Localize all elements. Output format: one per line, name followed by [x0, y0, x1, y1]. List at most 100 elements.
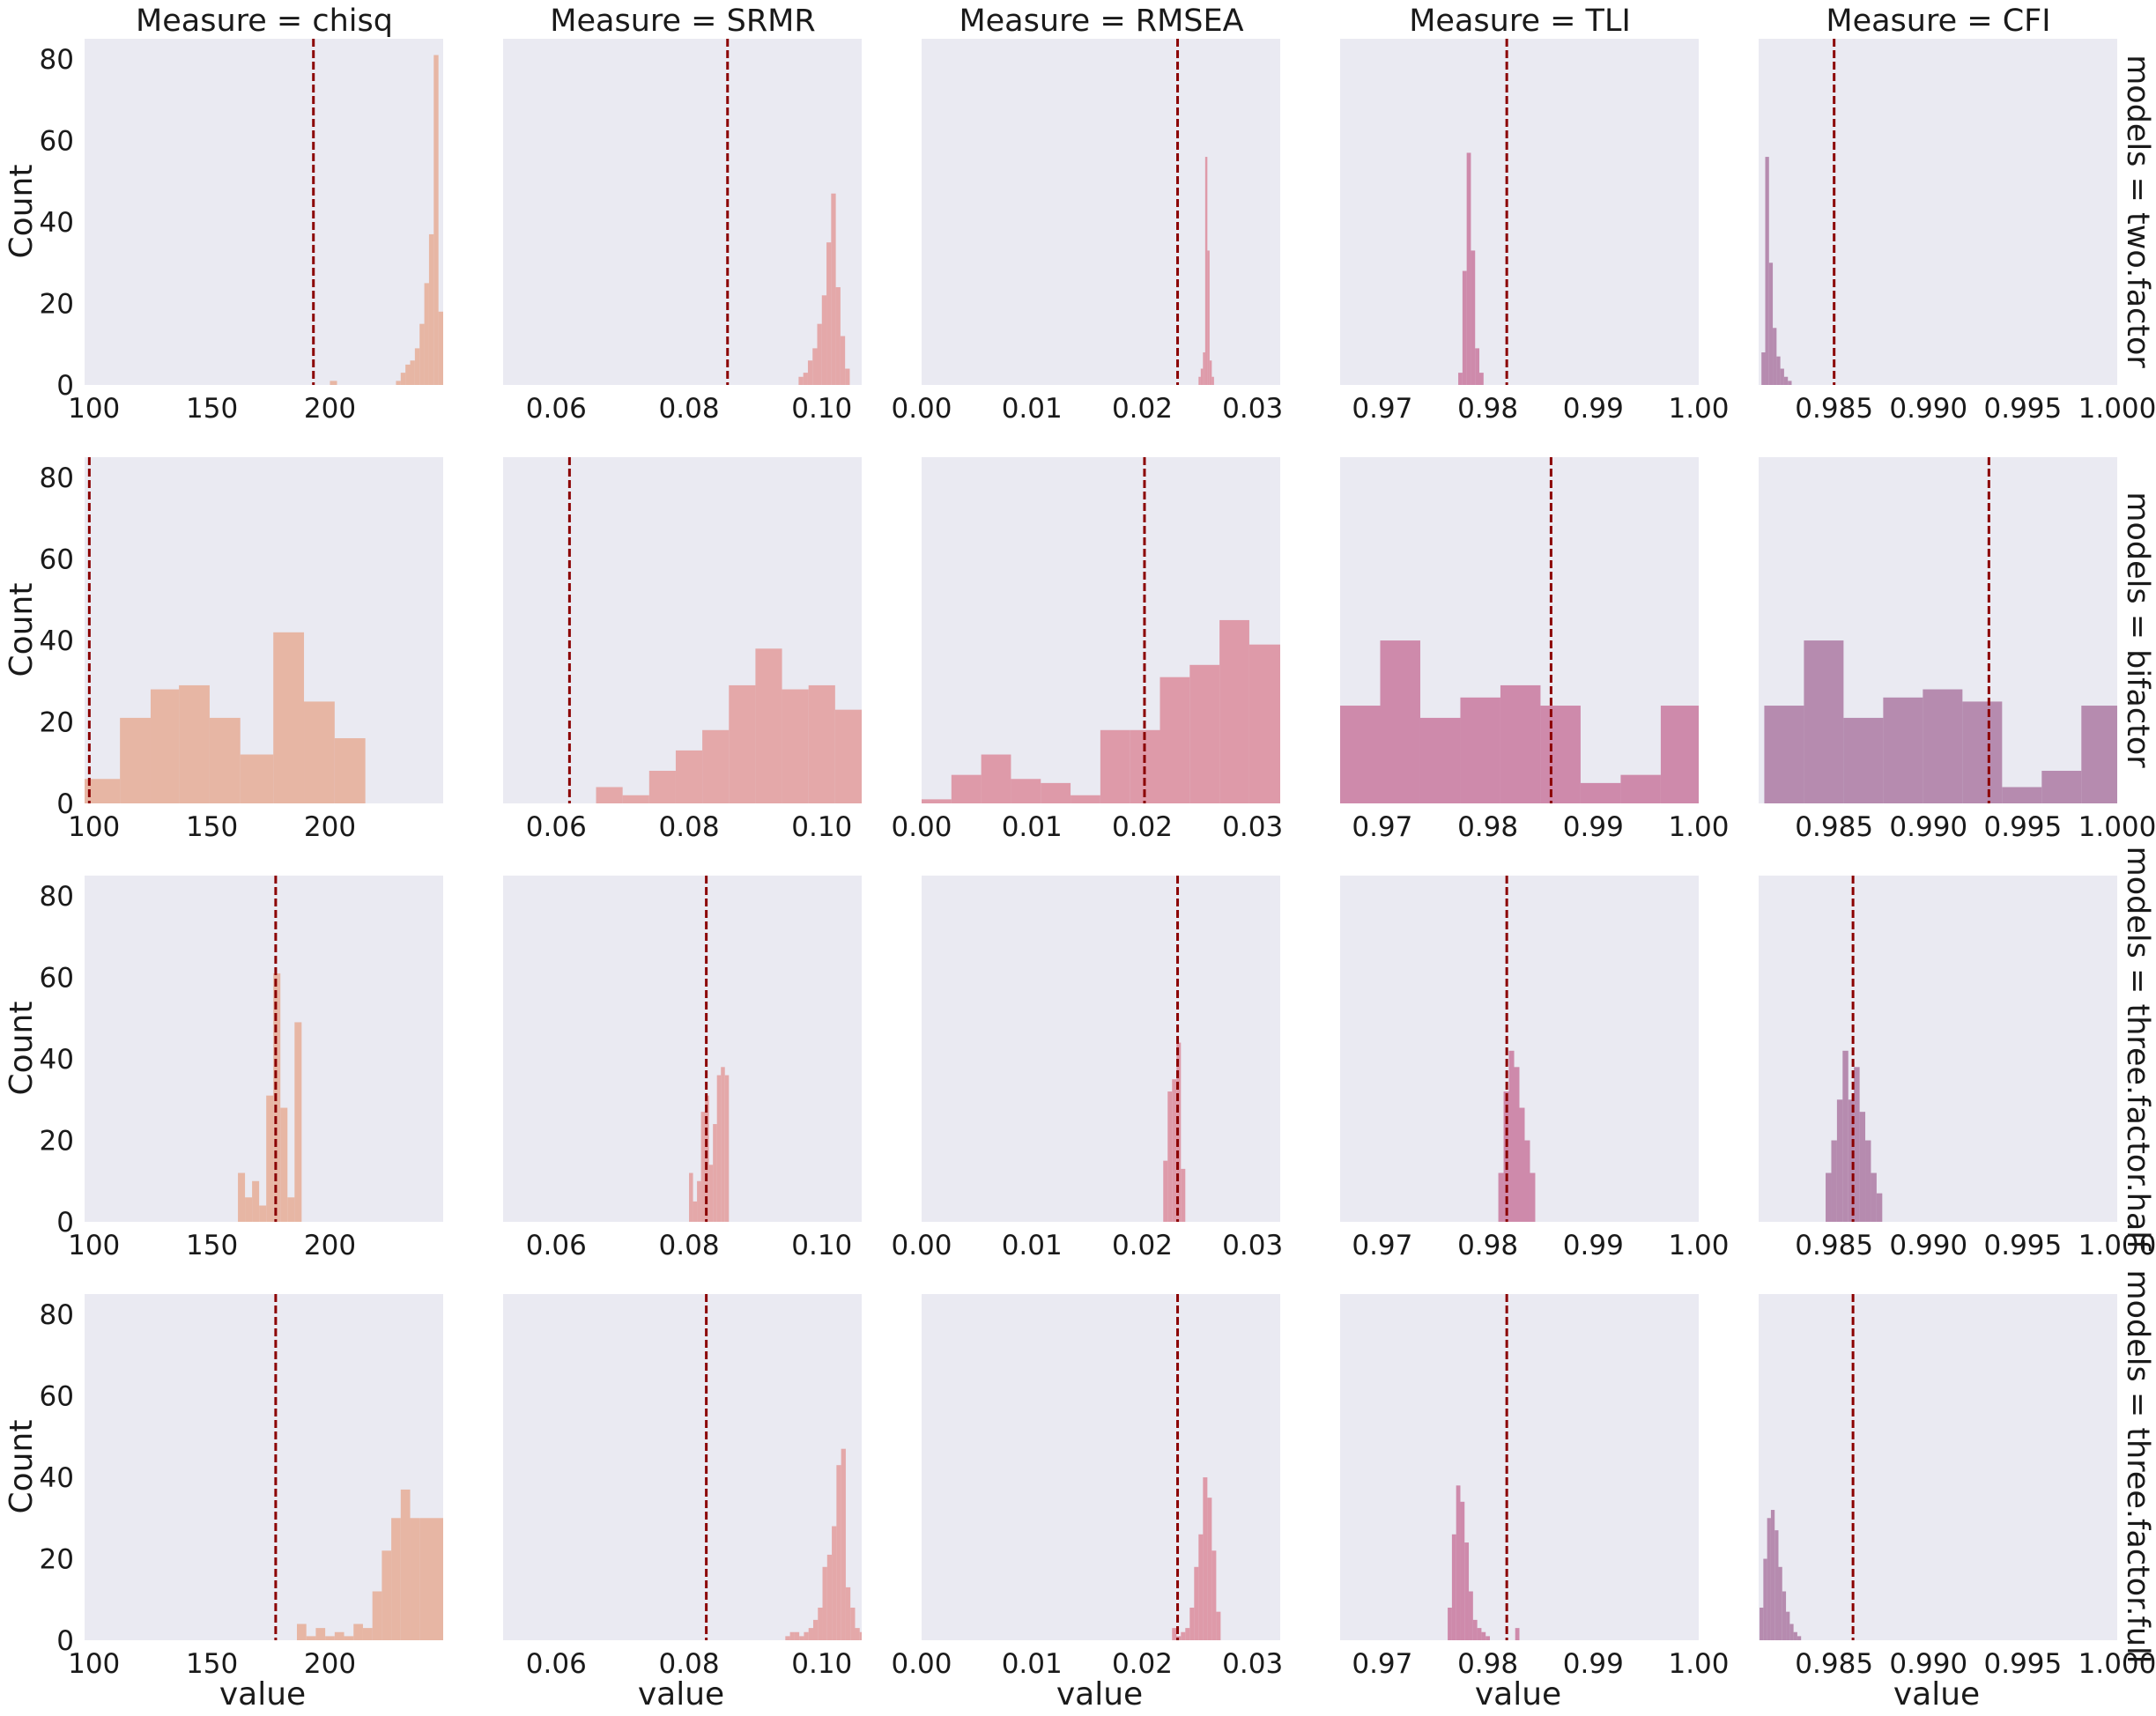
histogram-bar: [850, 1608, 856, 1640]
histogram-bar: [410, 360, 415, 385]
histogram-bar: [266, 1095, 274, 1222]
histogram-bars: [1760, 1510, 1802, 1640]
histogram-bar: [1836, 1099, 1843, 1222]
histogram-bar: [1198, 1534, 1204, 1640]
x-tick-label: 0.990: [1889, 811, 1967, 843]
histogram-bar: [1189, 1608, 1195, 1640]
histogram-bar: [1782, 1591, 1787, 1640]
row-title-three-factor-full: models = three.factor.full: [2120, 1270, 2155, 1664]
histogram-bar: [831, 193, 836, 385]
histogram-bar: [808, 1628, 813, 1640]
histogram-bar: [179, 684, 210, 803]
x-tick-label: 0.06: [526, 1230, 587, 1261]
y-tick-label: 60: [40, 126, 74, 158]
histogram-bar: [1783, 376, 1789, 385]
x-tick-label: 0.08: [659, 393, 720, 425]
x-tick-label: 100: [68, 1230, 120, 1261]
y-axis-label-row-2: Count: [4, 583, 40, 677]
histogram-bar: [1793, 1631, 1797, 1640]
histogram-bars: [1448, 1485, 1520, 1640]
histogram-bar: [1100, 729, 1130, 803]
histogram-bar: [817, 323, 822, 385]
histogram-bar: [1041, 782, 1071, 803]
x-tick-label: 0.02: [1112, 1648, 1173, 1680]
histogram-bar: [1485, 1636, 1490, 1640]
x-tick-label: 0.01: [1002, 1648, 1063, 1680]
histogram-bar: [812, 1619, 819, 1640]
histogram-bar: [245, 1197, 253, 1222]
x-tick-label: 0.995: [1984, 1230, 2063, 1261]
histogram-bar: [596, 787, 623, 803]
histogram-bar: [238, 1172, 246, 1222]
x-tick-label: 0.995: [1984, 811, 2063, 843]
histogram-bar: [1471, 250, 1476, 385]
panel-three-factor-full-tli: 0.97 0.98 0.99 1.00: [1340, 1294, 1730, 1680]
histogram-bar: [1776, 356, 1781, 385]
panel-background: [85, 39, 443, 385]
histogram-bar: [859, 1631, 862, 1640]
histogram-bar: [1774, 1530, 1779, 1640]
histogram-bar: [721, 1067, 725, 1222]
histogram-bar: [1456, 1485, 1461, 1640]
histogram-bar: [1767, 1518, 1771, 1640]
x-tick-label: 0.01: [1002, 1230, 1063, 1261]
panel-background: [922, 1294, 1280, 1640]
x-tick-label: 0.97: [1352, 811, 1412, 843]
histogram-bar: [836, 1465, 841, 1640]
histogram-bar: [1204, 157, 1208, 385]
histogram-bar: [1203, 1477, 1208, 1640]
histogram-bars: [1764, 640, 2117, 803]
histogram-bar: [1580, 782, 1621, 803]
histogram-bar: [280, 1107, 288, 1222]
histogram-bar: [419, 1518, 443, 1640]
histogram-bar: [1071, 795, 1100, 803]
y-tick-label: 40: [40, 1462, 74, 1494]
histogram-bar: [1620, 774, 1661, 803]
x-tick-label: 100: [68, 1648, 120, 1680]
histogram-bar: [1458, 373, 1463, 385]
histogram-bar: [1181, 1168, 1186, 1222]
histogram-bar: [708, 1165, 714, 1222]
histogram-bar: [826, 1554, 833, 1640]
x-tick-label: 0.97: [1352, 393, 1412, 425]
histogram-bars: [1198, 157, 1214, 385]
histogram-bar: [713, 1124, 717, 1222]
x-tick-label: 0.10: [791, 1230, 852, 1261]
panel-three-factor-full-rmsea: 0.00 0.01 0.02 0.03: [891, 1294, 1283, 1680]
histogram-bar: [1854, 1067, 1860, 1222]
histogram-bar: [405, 364, 411, 385]
y-tick-label: 0: [56, 1207, 74, 1239]
histogram-bar: [391, 1518, 401, 1640]
histogram-bar: [1804, 640, 1844, 803]
x-tick-label: 0.08: [659, 811, 720, 843]
x-tick-label: 0.03: [1222, 811, 1283, 843]
histogram-bar: [433, 55, 439, 385]
histogram-bar: [1530, 1172, 1536, 1222]
histogram-bar: [410, 1518, 420, 1640]
y-tick-label: 80: [40, 1299, 74, 1331]
y-tick-label: 80: [40, 44, 74, 76]
x-tick-label: 0.02: [1112, 393, 1173, 425]
x-tick-label: 1.00: [1668, 393, 1729, 425]
histogram-bar: [675, 750, 703, 803]
histogram-bar: [840, 336, 846, 385]
y-tick-label: 40: [40, 1044, 74, 1076]
histogram-bar: [400, 373, 406, 385]
panel-three-factor-half-tli: 0.97 0.98 0.99 1.00: [1340, 876, 1730, 1261]
x-tick-label: 100: [68, 393, 120, 425]
x-tick-label: 200: [304, 811, 356, 843]
histogram-bar: [729, 684, 756, 803]
histogram-bars: [330, 55, 443, 385]
histogram-bar: [330, 381, 337, 385]
panel-background: [503, 1294, 862, 1640]
histogram-bar: [1207, 1498, 1212, 1640]
histogram-bar: [1472, 1619, 1478, 1640]
histogram-bar: [252, 1180, 260, 1222]
histogram-bar: [1451, 1534, 1456, 1640]
x-tick-label: 0.06: [526, 393, 587, 425]
column-title-cfi: Measure = CFI: [1826, 4, 2050, 39]
histogram-bars: [296, 1489, 443, 1640]
histogram-bar: [1519, 1107, 1525, 1222]
histogram-bar: [325, 1636, 335, 1640]
